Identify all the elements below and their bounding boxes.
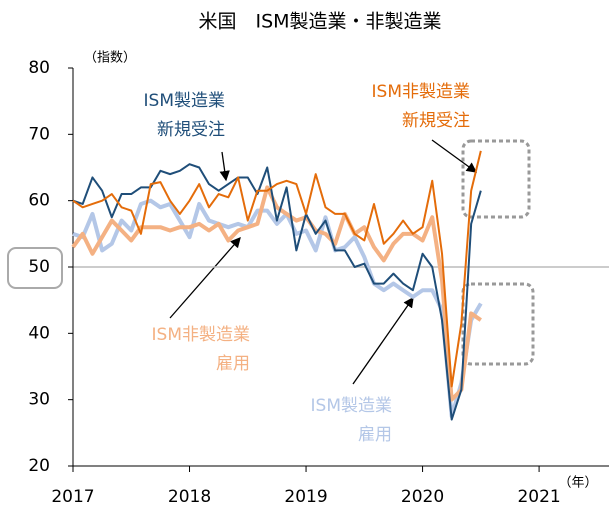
annotation-arrow <box>219 151 230 182</box>
y-tick-label: 40 <box>28 323 50 343</box>
y-axis-label: （指数） <box>84 51 136 66</box>
y-tick-label: 30 <box>28 390 50 410</box>
annotation-arrow <box>169 237 241 319</box>
x-tick-label: 2020 <box>401 487 444 507</box>
x-tick-label: 2017 <box>51 487 94 507</box>
annotation: ISM非製造業 <box>372 82 470 102</box>
annotation: 新規受注 <box>157 120 225 140</box>
x-tick-label: 2021 <box>517 487 560 507</box>
y-tick-label: 70 <box>28 124 50 144</box>
series-line <box>72 198 483 419</box>
annotation: ISM非製造業 <box>152 325 250 345</box>
y-tick-label: 60 <box>28 191 50 211</box>
x-tick-label: 2018 <box>168 487 211 507</box>
x-tick-label: 2019 <box>284 487 327 507</box>
highlight-box <box>7 247 63 289</box>
highlight-box <box>461 139 531 219</box>
annotation: ISM製造業 <box>144 91 225 111</box>
x-axis-label: （年） <box>558 476 597 491</box>
chart-title: 米国 ISM製造業・非製造業 <box>198 11 441 33</box>
annotation-arrow <box>352 296 414 385</box>
y-tick-label: 50 <box>28 257 50 277</box>
annotation: ISM製造業 <box>311 396 392 416</box>
annotation: 新規受注 <box>402 111 470 131</box>
annotation: 雇用 <box>358 425 392 445</box>
annotation-arrow <box>431 139 478 173</box>
annotation: 雇用 <box>216 354 250 374</box>
highlight-box <box>461 282 535 366</box>
y-tick-label: 20 <box>28 456 50 476</box>
series-line <box>72 150 482 388</box>
series-line <box>72 163 482 421</box>
y-tick-label: 80 <box>28 58 50 78</box>
